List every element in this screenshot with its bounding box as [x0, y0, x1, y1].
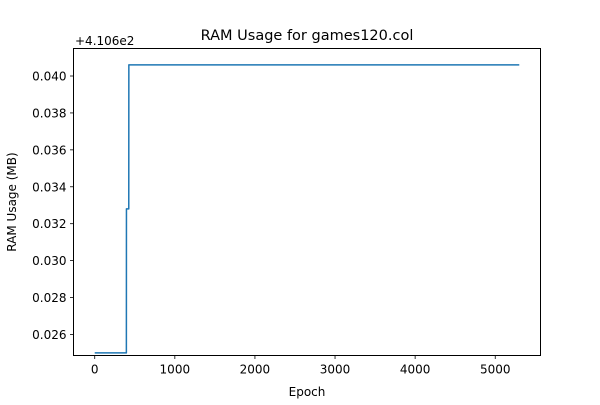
y-tick-label: 0.026	[32, 328, 66, 342]
chart-title: RAM Usage for games120.col	[201, 28, 414, 44]
x-tick-label: 5000	[480, 363, 511, 377]
y-tick-label: 0.034	[32, 180, 66, 194]
x-axis-label: Epoch	[289, 385, 326, 399]
x-tick-label: 4000	[400, 363, 431, 377]
y-tick-label: 0.038	[32, 106, 66, 120]
y-tick-label: 0.040	[32, 70, 66, 84]
y-axis-label: RAM Usage (MB)	[5, 152, 19, 251]
x-axis-ticks: 0 1000 2000 3000 4000 5000	[91, 355, 511, 377]
series-line-0	[94, 64, 520, 354]
plot-area	[94, 64, 520, 354]
y-axis-ticks: 0.026 0.028 0.030 0.032 0.034 0.036 0.038 0.040	[32, 70, 74, 342]
x-tick-label: 0	[91, 363, 99, 377]
x-tick-label: 2000	[240, 363, 271, 377]
x-tick-label: 3000	[320, 363, 351, 377]
y-tick-label: 0.028	[32, 291, 66, 305]
y-tick-label: 0.036	[32, 143, 66, 157]
axes-frame	[73, 48, 541, 356]
y-offset-text: +4.106e2	[75, 34, 134, 48]
x-tick-label: 1000	[160, 363, 191, 377]
y-tick-label: 0.030	[32, 254, 66, 268]
y-tick-label: 0.032	[32, 217, 66, 231]
